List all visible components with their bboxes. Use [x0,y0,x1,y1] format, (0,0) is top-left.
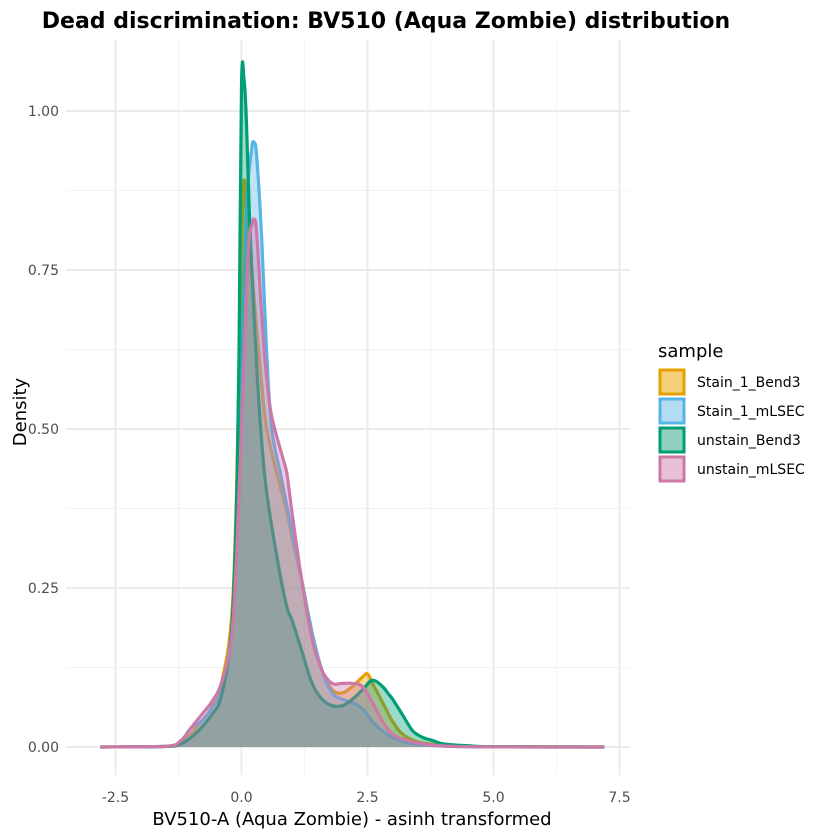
y-axis-title: Density [10,377,31,446]
legend-label-stain-1-bend3: Stain_1_Bend3 [697,375,801,391]
y-tick-label: 1.00 [28,104,59,120]
density-area-unstain-bend3 [100,61,605,748]
y-tick-label: 0.50 [28,422,59,438]
y-axis-ticks: 0.00 0.25 0.50 0.75 1.00 [28,104,59,756]
y-tick-label: 0.00 [28,740,59,756]
x-axis-ticks: -2.5 0.0 2.5 5.0 7.5 [102,790,631,806]
legend-swatch-unstain-mlsec [658,455,686,483]
grid [66,40,630,775]
legend: sample Stain_1_Bend3 Stain_1_mLSECunstain… [658,341,805,483]
x-tick-label: -2.5 [102,790,129,806]
x-axis-title: BV510-A (Aqua Zombie) - asinh transforme… [152,809,551,830]
density-line-stain-1-bend3 [100,178,605,749]
legend-label-unstain-mlsec: unstain_mLSEC [697,462,805,478]
density-line-stain-1-mlsec [100,139,605,749]
chart-title: Dead discrimination: BV510 (Aqua Zombie)… [42,9,730,34]
x-tick-label: 2.5 [356,790,378,806]
legend-label-stain-1-mlsec: Stain_1_mLSEC [697,404,805,420]
x-tick-label: 7.5 [608,790,630,806]
x-tick-label: 5.0 [482,790,504,806]
legend-swatch-stain-1-mlsec [658,397,686,425]
density-area-stain-1-mlsec [100,141,605,747]
legend-swatch-stain-1-bend3 [658,368,686,396]
x-tick-label: 0.0 [230,790,252,806]
density-line-unstain-mlsec [100,217,605,749]
y-tick-label: 0.25 [28,581,59,597]
density-areas [100,60,605,749]
density-area-stain-1-bend3 [100,180,605,747]
legend-label-unstain-bend3: unstain_Bend3 [697,433,801,449]
legend-title: sample [658,341,723,362]
y-tick-label: 0.75 [28,263,59,279]
density-line-unstain-bend3 [100,60,605,749]
legend-swatch-unstain-bend3 [658,426,686,454]
